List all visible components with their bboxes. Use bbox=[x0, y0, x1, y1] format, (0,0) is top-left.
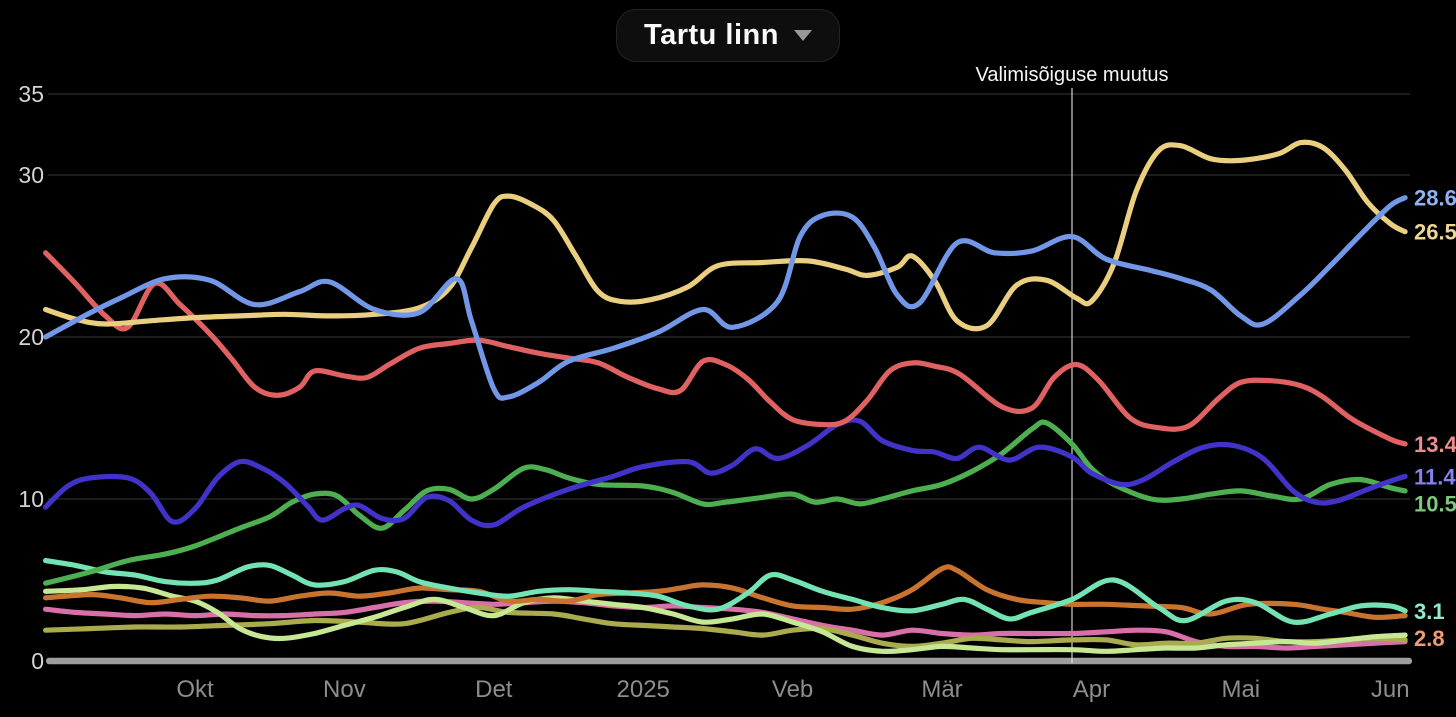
end-value-label-mint: 3.1 bbox=[1414, 599, 1445, 624]
y-axis-tick-label: 10 bbox=[18, 486, 44, 512]
chevron-down-icon bbox=[793, 30, 812, 41]
x-axis-tick-label: Okt bbox=[176, 676, 214, 703]
y-axis-tick-label: 30 bbox=[18, 162, 44, 188]
x-axis-tick-label: Jun bbox=[1371, 676, 1410, 703]
series-line-yellow bbox=[43, 139, 1408, 332]
event-annotation-label: Valimisõiguse muutus bbox=[975, 64, 1168, 86]
series-line-mint bbox=[43, 558, 1408, 626]
x-axis-tick-label: Apr bbox=[1073, 676, 1110, 703]
series-line-orange bbox=[43, 564, 1408, 620]
series-line-light-green bbox=[43, 583, 1408, 655]
x-axis-tick-label: 2025 bbox=[617, 676, 670, 703]
region-selector-dropdown[interactable]: Tartu linn bbox=[616, 9, 840, 62]
series-line-green bbox=[43, 419, 1408, 586]
x-axis-tick-label: Nov bbox=[323, 676, 366, 703]
x-axis-tick-label: Veb bbox=[772, 676, 813, 703]
end-value-label-yellow: 26.5 bbox=[1414, 220, 1456, 245]
x-axis-tick-label: Mär bbox=[921, 676, 962, 703]
end-value-label-green: 10.5 bbox=[1414, 491, 1456, 516]
y-axis-tick-label: 35 bbox=[18, 81, 44, 107]
x-axis-tick-label: Det bbox=[475, 676, 513, 703]
end-value-label-orange: 2.8 bbox=[1414, 626, 1445, 651]
x-axis-tick-label: Mai bbox=[1221, 676, 1260, 703]
page-title: Tartu linn bbox=[644, 19, 779, 51]
end-value-label-blue: 28.6 bbox=[1414, 186, 1456, 211]
end-value-label-red: 13.4 bbox=[1414, 432, 1456, 457]
x-axis-line bbox=[46, 657, 1412, 665]
series-line-blue bbox=[43, 195, 1408, 401]
y-axis-tick-label: 0 bbox=[31, 648, 44, 674]
series-line-indigo bbox=[43, 417, 1408, 529]
series-line-red bbox=[43, 250, 1408, 447]
series-line-olive bbox=[43, 604, 1408, 649]
end-value-label-indigo: 11.4 bbox=[1414, 464, 1456, 489]
y-axis-tick-label: 20 bbox=[18, 324, 44, 350]
